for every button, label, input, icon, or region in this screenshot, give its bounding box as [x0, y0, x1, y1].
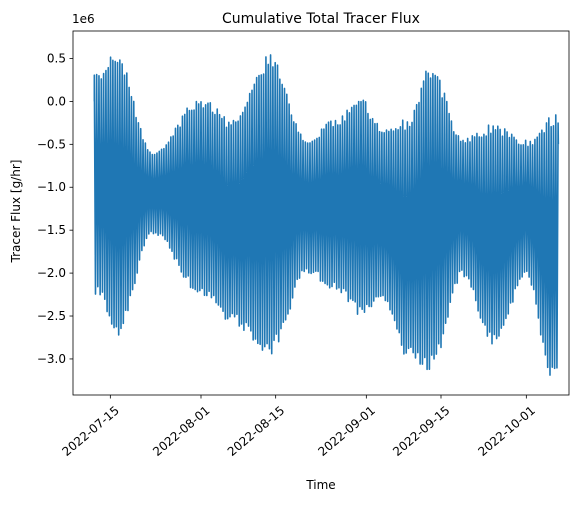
- y-tick-label: −0.5: [37, 137, 66, 151]
- y-tick-label: −2.5: [37, 309, 66, 323]
- axes-frame: [72, 30, 570, 396]
- y-offset-label: 1e6: [72, 12, 95, 26]
- y-tick-label: −3.0: [37, 352, 66, 366]
- flux-series-line: [93, 54, 560, 376]
- y-tick-label: −1.5: [37, 223, 66, 237]
- x-axis-label: Time: [305, 478, 335, 492]
- series-group: [93, 54, 560, 376]
- y-ticks: −3.0 −2.5 −2.0 −1.5 −1.0 −0.5 0.0 0.5: [37, 51, 73, 366]
- y-tick-label: −1.0: [37, 180, 66, 194]
- chart-title: Cumulative Total Tracer Flux: [222, 11, 420, 27]
- y-tick-label: 0.0: [47, 94, 66, 108]
- y-axis-label: Tracer Flux [g/hr]: [9, 160, 23, 264]
- y-tick-label: 0.5: [47, 51, 66, 65]
- y-tick-label: −2.0: [37, 266, 66, 280]
